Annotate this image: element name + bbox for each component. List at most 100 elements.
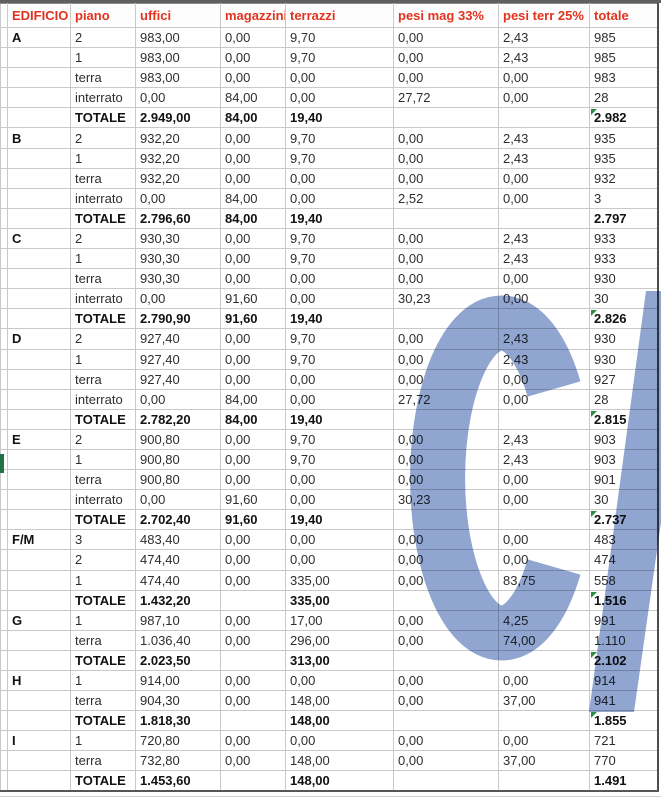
totale-label-cell[interactable]: TOTALE: [70, 107, 136, 129]
piano-cell[interactable]: interrato: [70, 288, 136, 310]
value-cell[interactable]: [393, 770, 499, 793]
value-cell[interactable]: 927: [589, 368, 659, 390]
value-cell[interactable]: 991: [589, 609, 659, 631]
piano-cell[interactable]: terra: [70, 750, 136, 772]
value-cell[interactable]: 1.432,20: [135, 589, 221, 611]
value-cell[interactable]: 335,00: [285, 589, 394, 611]
piano-cell[interactable]: terra: [70, 629, 136, 651]
value-cell[interactable]: 2.737: [589, 509, 659, 531]
value-cell[interactable]: 0,00: [285, 187, 394, 209]
value-cell[interactable]: 0,00: [285, 549, 394, 571]
building-cell[interactable]: [7, 308, 71, 330]
value-cell[interactable]: 0,00: [498, 730, 590, 752]
building-cell[interactable]: G: [7, 609, 71, 631]
value-cell[interactable]: 732,80: [135, 750, 221, 772]
value-cell[interactable]: 0,00: [498, 469, 590, 491]
value-cell[interactable]: 19,40: [285, 408, 394, 430]
value-cell[interactable]: 0,00: [393, 268, 499, 290]
value-cell[interactable]: 0,00: [285, 388, 394, 410]
value-cell[interactable]: 19,40: [285, 509, 394, 531]
value-cell[interactable]: 0,00: [220, 167, 286, 189]
value-cell[interactable]: 1.855: [589, 710, 659, 732]
value-cell[interactable]: [393, 207, 499, 229]
value-cell[interactable]: 0,00: [393, 569, 499, 591]
value-cell[interactable]: 483: [589, 529, 659, 551]
building-cell[interactable]: [7, 348, 71, 370]
value-cell[interactable]: [393, 509, 499, 531]
building-cell[interactable]: [7, 750, 71, 772]
building-cell[interactable]: [7, 690, 71, 712]
value-cell[interactable]: [220, 649, 286, 672]
value-cell[interactable]: 91,60: [220, 288, 286, 310]
column-header-edificio[interactable]: EDIFICIO: [7, 3, 71, 28]
building-cell[interactable]: B: [7, 127, 71, 149]
value-cell[interactable]: [220, 770, 286, 793]
value-cell[interactable]: 30: [589, 489, 659, 511]
value-cell[interactable]: 474: [589, 549, 659, 571]
value-cell[interactable]: 2.949,00: [135, 107, 221, 129]
value-cell[interactable]: 0,00: [393, 609, 499, 631]
piano-cell[interactable]: 2: [70, 549, 136, 571]
value-cell[interactable]: 296,00: [285, 629, 394, 651]
value-cell[interactable]: 558: [589, 569, 659, 591]
value-cell[interactable]: 2,43: [498, 448, 590, 471]
value-cell[interactable]: 0,00: [393, 67, 499, 89]
building-cell[interactable]: [7, 147, 71, 169]
value-cell[interactable]: 0,00: [220, 67, 286, 89]
value-cell[interactable]: [393, 649, 499, 672]
value-cell[interactable]: 0,00: [393, 549, 499, 571]
value-cell[interactable]: 0,00: [393, 529, 499, 551]
building-cell[interactable]: E: [7, 428, 71, 450]
value-cell[interactable]: 930: [589, 348, 659, 370]
value-cell[interactable]: 0,00: [393, 629, 499, 651]
value-cell[interactable]: 9,70: [285, 428, 394, 450]
value-cell[interactable]: 0,00: [393, 328, 499, 350]
value-cell[interactable]: 932: [589, 167, 659, 189]
value-cell[interactable]: 900,80: [135, 448, 221, 471]
totale-label-cell[interactable]: TOTALE: [70, 408, 136, 430]
value-cell[interactable]: 2.826: [589, 308, 659, 330]
value-cell[interactable]: 2.023,50: [135, 649, 221, 672]
value-cell[interactable]: 148,00: [285, 710, 394, 732]
value-cell[interactable]: 932,20: [135, 147, 221, 169]
value-cell[interactable]: 0,00: [393, 750, 499, 772]
totale-label-cell[interactable]: TOTALE: [70, 207, 136, 229]
value-cell[interactable]: 27,72: [393, 388, 499, 410]
value-cell[interactable]: 0,00: [135, 288, 221, 310]
value-cell[interactable]: 935: [589, 147, 659, 169]
value-cell[interactable]: 0,00: [220, 368, 286, 390]
value-cell[interactable]: 2,43: [498, 248, 590, 270]
value-cell[interactable]: [498, 408, 590, 430]
value-cell[interactable]: 987,10: [135, 609, 221, 631]
value-cell[interactable]: 0,00: [285, 469, 394, 491]
value-cell[interactable]: 0,00: [220, 690, 286, 712]
building-cell[interactable]: [7, 268, 71, 290]
building-cell[interactable]: [7, 207, 71, 229]
value-cell[interactable]: 903: [589, 428, 659, 450]
value-cell[interactable]: 0,00: [220, 669, 286, 692]
building-cell[interactable]: [7, 569, 71, 591]
value-cell[interactable]: [498, 589, 590, 611]
value-cell[interactable]: 9,70: [285, 26, 394, 49]
value-cell[interactable]: 148,00: [285, 750, 394, 772]
value-cell[interactable]: 0,00: [135, 388, 221, 410]
piano-cell[interactable]: 1: [70, 569, 136, 591]
building-cell[interactable]: [7, 368, 71, 390]
column-header-pesi-mag[interactable]: pesi mag 33%: [393, 3, 499, 28]
value-cell[interactable]: 1.036,40: [135, 629, 221, 651]
value-cell[interactable]: 0,00: [393, 147, 499, 169]
value-cell[interactable]: [498, 509, 590, 531]
value-cell[interactable]: 91,60: [220, 509, 286, 531]
value-cell[interactable]: 0,00: [393, 730, 499, 752]
value-cell[interactable]: 927,40: [135, 348, 221, 370]
value-cell[interactable]: 0,00: [220, 428, 286, 450]
value-cell[interactable]: 0,00: [498, 368, 590, 390]
value-cell[interactable]: 0,00: [393, 448, 499, 471]
value-cell[interactable]: 483,40: [135, 529, 221, 551]
value-cell[interactable]: 0,00: [393, 167, 499, 189]
value-cell[interactable]: 0,00: [498, 67, 590, 89]
value-cell[interactable]: 91,60: [220, 308, 286, 330]
value-cell[interactable]: 2.702,40: [135, 509, 221, 531]
building-cell[interactable]: [7, 710, 71, 732]
value-cell[interactable]: 0,00: [393, 469, 499, 491]
